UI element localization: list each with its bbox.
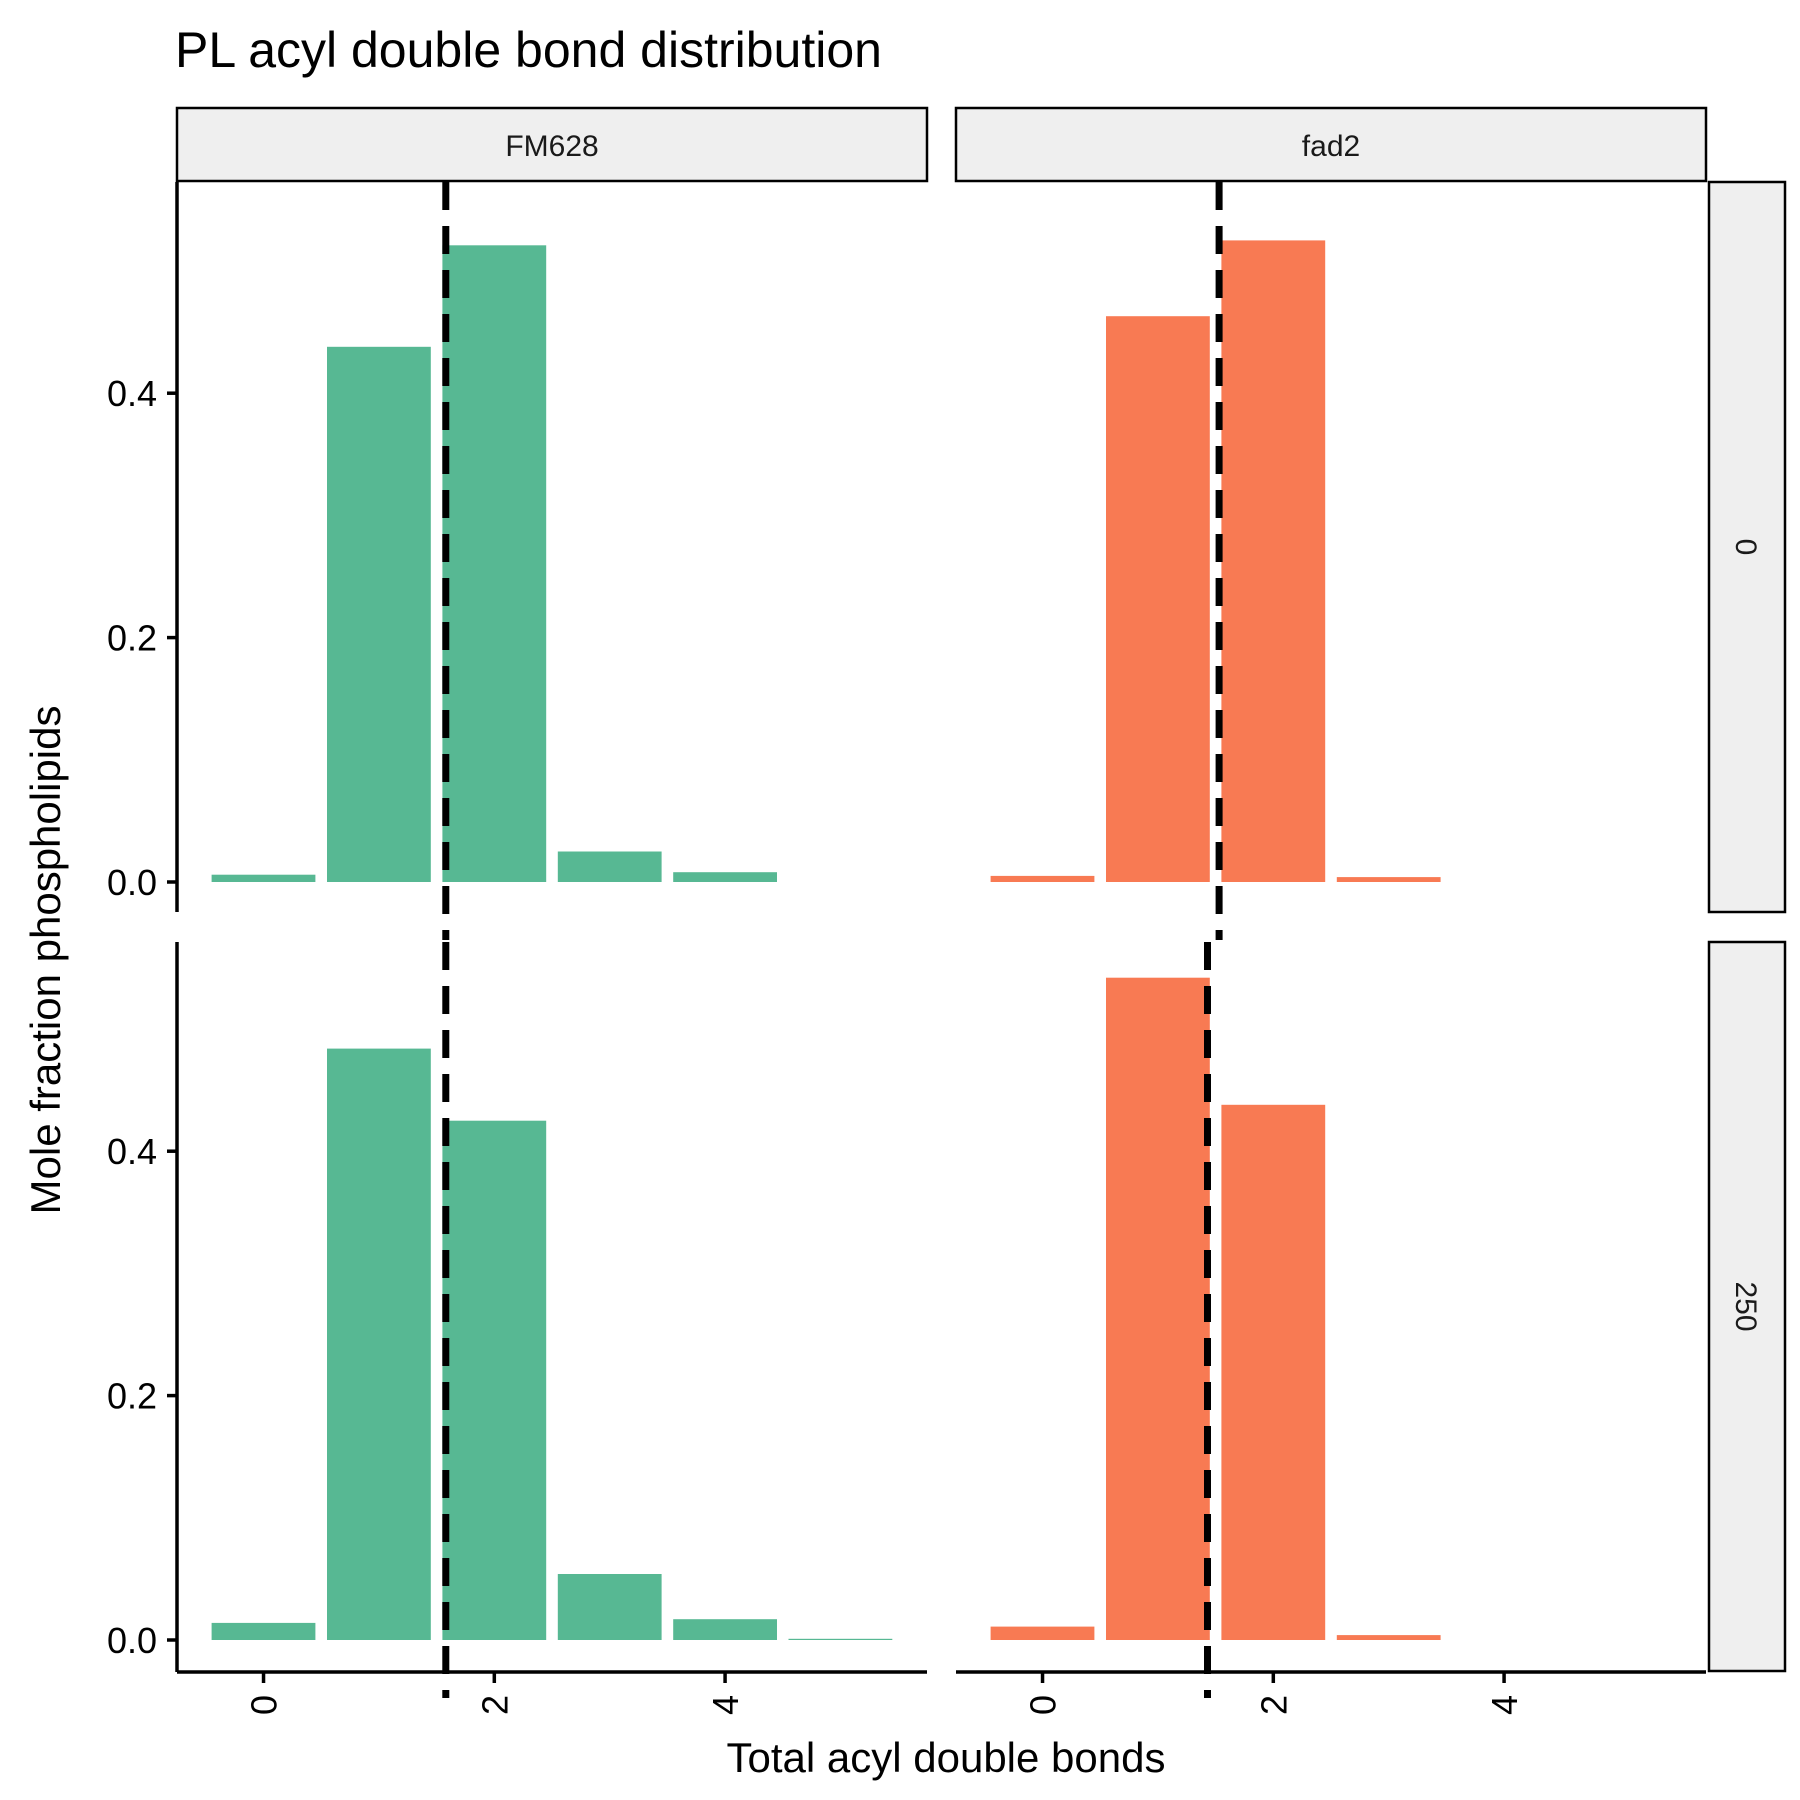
y-tick-label: 0.4 <box>107 373 157 414</box>
strip-background <box>954 106 1708 183</box>
bar <box>327 1048 431 1640</box>
panel-fad2-250 <box>990 942 1441 1698</box>
strip-background <box>1707 180 1787 914</box>
bar <box>1221 1104 1326 1640</box>
row-strip-0: 0 <box>1707 180 1787 914</box>
strip-background <box>1707 940 1787 1673</box>
x-tick-label: 0 <box>1023 1695 1064 1715</box>
bar <box>990 875 1095 882</box>
bar <box>1336 877 1441 882</box>
bar <box>327 346 431 882</box>
facet-strips: FM628 fad2 0 250 <box>175 106 1787 1673</box>
panel-fm628-0 <box>211 182 777 940</box>
bar <box>673 872 777 882</box>
y-tick-label: 0.0 <box>107 1620 157 1661</box>
bar <box>1336 1635 1441 1640</box>
strip-label: 0 <box>1729 539 1762 556</box>
y-tick-label: 0.4 <box>107 1131 157 1172</box>
y-tick-label: 0.0 <box>107 862 157 903</box>
y-tick-label: 0.2 <box>107 1376 157 1417</box>
panel-fad2-0 <box>990 182 1441 940</box>
x-tick-label: 4 <box>705 1695 746 1715</box>
bar <box>990 1626 1095 1640</box>
bar <box>673 1619 777 1640</box>
bar <box>1106 316 1210 882</box>
chart-title: PL acyl double bond distribution <box>175 22 882 78</box>
axes: 0.0 0.2 0.4 0.0 0.2 0.4 0 2 4 0 2 4 <box>107 182 1706 1715</box>
x-tick-label: 4 <box>1484 1695 1525 1715</box>
bar <box>442 245 547 883</box>
panel-fm628-250 <box>211 942 893 1698</box>
column-strip-fad2: fad2 <box>954 106 1708 183</box>
column-strip-fm628: FM628 <box>175 106 929 183</box>
bar <box>1221 240 1326 882</box>
x-axis-title: Total acyl double bonds <box>727 1734 1166 1781</box>
bar <box>557 851 662 882</box>
bar <box>211 1622 316 1640</box>
y-tick-label: 0.2 <box>107 618 157 659</box>
strip-label: FM628 <box>505 130 598 163</box>
x-tick-label: 2 <box>1253 1695 1294 1715</box>
facet-panels <box>211 182 1441 1698</box>
bar <box>211 874 316 882</box>
strip-label: 250 <box>1729 1281 1762 1331</box>
row-strip-250: 250 <box>1707 940 1787 1673</box>
strip-label: fad2 <box>1302 130 1360 163</box>
bar <box>557 1574 662 1640</box>
x-tick-label: 0 <box>244 1695 285 1715</box>
y-axis-title: Mole fraction phospholipids <box>22 706 69 1215</box>
x-tick-label: 2 <box>474 1695 515 1715</box>
bar <box>442 1120 547 1640</box>
bar <box>1106 977 1210 1640</box>
bar <box>788 1638 893 1640</box>
strip-background <box>175 106 929 183</box>
